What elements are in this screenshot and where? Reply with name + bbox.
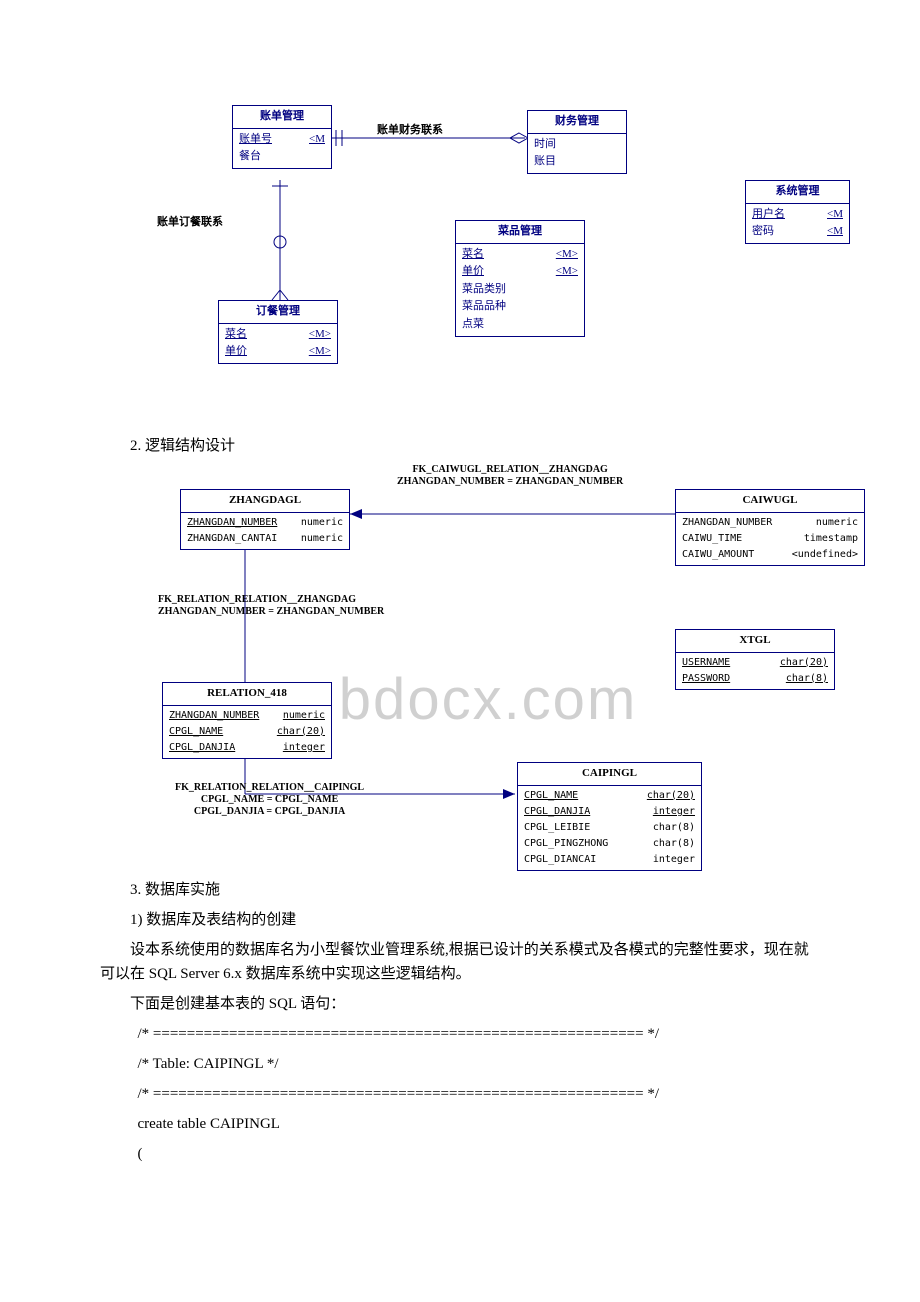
fk-line: FK_RELATION_RELATION__ZHANGDAG xyxy=(158,594,384,606)
col: CPGL_DIANCAI xyxy=(524,852,596,868)
pdm-caiwugl: CAIWUGL ZHANGDAN_NUMBER numeric CAIWU_TIM… xyxy=(675,489,865,566)
fk-rel-zhang-label: FK_RELATION_RELATION__ZHANGDAG ZHANGDAN_… xyxy=(158,594,384,618)
field-tag: <M xyxy=(827,223,843,241)
er-diagram: 账单管理 账单号 <M 餐台 财务管理 时间 账目 系统管理 用户名 <M 密码 <M… xyxy=(0,90,920,420)
entity-title: 账单管理 xyxy=(233,106,331,129)
field-tag: <M> xyxy=(556,263,578,281)
field-tag: <M xyxy=(309,131,325,149)
col: CPGL_DANJIA xyxy=(169,740,235,756)
field-name: 菜名 xyxy=(225,326,247,344)
field-name: 餐台 xyxy=(239,148,261,166)
pdm-caipingl: CAIPINGL CPGL_NAMEchar(20) CPGL_DANJIAin… xyxy=(517,762,702,871)
entity-title: XTGL xyxy=(676,630,834,653)
entity-zhangdan: 账单管理 账单号 <M 餐台 xyxy=(232,105,332,169)
field-name: 用户名 xyxy=(752,206,785,224)
fk-rel-caiping-label: FK_RELATION_RELATION__CAIPINGL CPGL_NAME… xyxy=(175,782,364,818)
entity-title: 订餐管理 xyxy=(219,301,337,324)
paragraph: 设本系统使用的数据库名为小型餐饮业管理系统,根据已设计的关系模式及各模式的完整性… xyxy=(100,938,820,986)
field-tag: <M> xyxy=(309,343,331,361)
sql-line: /* =====================================… xyxy=(100,1022,820,1046)
col: CPGL_PINGZHONG xyxy=(524,836,608,852)
col: USERNAME xyxy=(682,655,730,671)
rel-label-top: 账单财务联系 xyxy=(377,122,443,140)
type: char(20) xyxy=(277,724,325,740)
entity-title: 财务管理 xyxy=(528,111,626,134)
sql-line: ( xyxy=(100,1142,820,1166)
entity-xitong: 系统管理 用户名 <M 密码 <M xyxy=(745,180,850,244)
type: char(20) xyxy=(780,655,828,671)
entity-caipin: 菜品管理 菜名 <M> 单价 <M> 菜品类别 菜品品种 点菜 xyxy=(455,220,585,337)
field-tag: <M xyxy=(827,206,843,224)
fk-line: FK_CAIWUGL_RELATION__ZHANGDAG xyxy=(397,464,623,476)
type: char(20) xyxy=(647,788,695,804)
entity-caiwu: 财务管理 时间 账目 xyxy=(527,110,627,174)
pdm-zhangdagl: ZHANGDAGL ZHANGDAN_NUMBERnumeric ZHANGDA… xyxy=(180,489,350,550)
col: CAIWU_AMOUNT xyxy=(682,547,754,563)
field-name: 时间 xyxy=(534,136,556,154)
col: ZHANGDAN_NUMBER xyxy=(169,708,259,724)
fk-line: ZHANGDAN_NUMBER = ZHANGDAN_NUMBER xyxy=(158,606,384,618)
fk-line: FK_RELATION_RELATION__CAIPINGL xyxy=(175,782,364,794)
entity-title: CAIWUGL xyxy=(676,490,864,513)
col: CPGL_DANJIA xyxy=(524,804,590,820)
sql-line: create table CAIPINGL xyxy=(100,1112,820,1136)
type: char(8) xyxy=(786,671,828,687)
sql-line: /* =====================================… xyxy=(100,1082,820,1106)
type: numeric xyxy=(301,515,343,531)
type: timestamp xyxy=(804,531,858,547)
rel-label-left: 账单订餐联系 xyxy=(157,214,223,232)
section-3-1-heading: 1) 数据库及表结构的创建 xyxy=(100,908,820,932)
type: integer xyxy=(653,852,695,868)
entity-title: RELATION_418 xyxy=(163,683,331,706)
sql-line: /* Table: CAIPINGL */ xyxy=(100,1052,820,1076)
field-name: 单价 xyxy=(462,263,484,281)
field-name: 菜名 xyxy=(462,246,484,264)
type: numeric xyxy=(301,531,343,547)
entity-title: 系统管理 xyxy=(746,181,849,204)
pdm-xtgl: XTGL USERNAME char(20) PASSWORD char(8) xyxy=(675,629,835,690)
type: integer xyxy=(653,804,695,820)
field-name: 密码 xyxy=(752,223,774,241)
entity-title: CAIPINGL xyxy=(518,763,701,786)
col: PASSWORD xyxy=(682,671,730,687)
type: numeric xyxy=(816,515,858,531)
pdm-relation418: RELATION_418 ZHANGDAN_NUMBER numeric CPGL… xyxy=(162,682,332,759)
field-tag: <M> xyxy=(309,326,331,344)
type: char(8) xyxy=(653,820,695,836)
field-name: 菜品品种 xyxy=(462,298,506,316)
type: <undefined> xyxy=(792,547,858,563)
section-2-heading: 2. 逻辑结构设计 xyxy=(100,434,820,458)
section-3-heading: 3. 数据库实施 xyxy=(100,878,820,902)
col: CAIWU_TIME xyxy=(682,531,742,547)
field-name: 点菜 xyxy=(462,316,484,334)
field-tag: <M> xyxy=(556,246,578,264)
field-name: 账目 xyxy=(534,153,556,171)
fk-line: CPGL_DANJIA = CPGL_DANJIA xyxy=(175,806,364,818)
col: CPGL_NAME xyxy=(169,724,223,740)
entity-title: ZHANGDAGL xyxy=(181,490,349,513)
col: CPGL_NAME xyxy=(524,788,578,804)
fk-line: ZHANGDAN_NUMBER = ZHANGDAN_NUMBER xyxy=(397,476,623,488)
fk-caiwu-label: FK_CAIWUGL_RELATION__ZHANGDAG ZHANGDAN_N… xyxy=(397,464,623,488)
entity-dingcan: 订餐管理 菜名 <M> 单价 <M> xyxy=(218,300,338,364)
col: ZHANGDAN_NUMBER xyxy=(682,515,772,531)
field-name: 单价 xyxy=(225,343,247,361)
paragraph: 下面是创建基本表的 SQL 语句： xyxy=(100,992,820,1016)
field-name: 账单号 xyxy=(239,131,272,149)
entity-title: 菜品管理 xyxy=(456,221,584,244)
col: CPGL_LEIBIE xyxy=(524,820,590,836)
type: integer xyxy=(283,740,325,756)
fk-line: CPGL_NAME = CPGL_NAME xyxy=(175,794,364,806)
field-name: 菜品类别 xyxy=(462,281,506,299)
pdm-diagram: w.bdocx.com FK_CAIWUGL_RELATION__ZHANGDA… xyxy=(0,464,920,864)
type: numeric xyxy=(283,708,325,724)
col: ZHANGDAN_NUMBER xyxy=(187,515,277,531)
type: char(8) xyxy=(653,836,695,852)
col: ZHANGDAN_CANTAI xyxy=(187,531,277,547)
